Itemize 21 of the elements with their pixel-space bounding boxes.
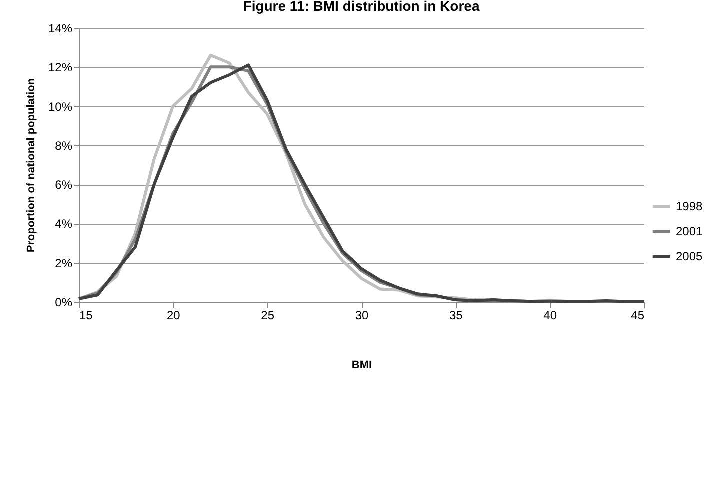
x-tick-label: 25 — [261, 308, 275, 322]
y-tick-label: 8% — [55, 138, 73, 153]
y-tick-label: 14% — [48, 22, 73, 36]
y-tick-label: 0% — [55, 296, 73, 310]
y-axis-title: Proportion of national population — [25, 78, 38, 253]
y-tick-label: 10% — [48, 100, 73, 114]
y-tick-label: 6% — [55, 178, 73, 192]
y-tick-label: 4% — [55, 217, 73, 232]
x-tick-label: 35 — [449, 308, 464, 322]
x-tick-label: 15 — [80, 308, 94, 322]
legend-label: 2005 — [676, 250, 704, 264]
x-tick-label: 40 — [544, 308, 558, 322]
legend-label: 2001 — [676, 224, 704, 238]
chart-title: Figure 11: BMI distribution in Korea — [243, 0, 480, 14]
y-tick-label: 12% — [48, 60, 73, 75]
x-tick-label: 30 — [355, 308, 369, 322]
legend-label: 1998 — [676, 200, 704, 214]
x-tick-label: 20 — [166, 308, 181, 322]
x-axis-title: BMI — [352, 360, 372, 372]
x-tick-label: 45 — [631, 308, 645, 322]
y-tick-label: 2% — [55, 256, 73, 270]
